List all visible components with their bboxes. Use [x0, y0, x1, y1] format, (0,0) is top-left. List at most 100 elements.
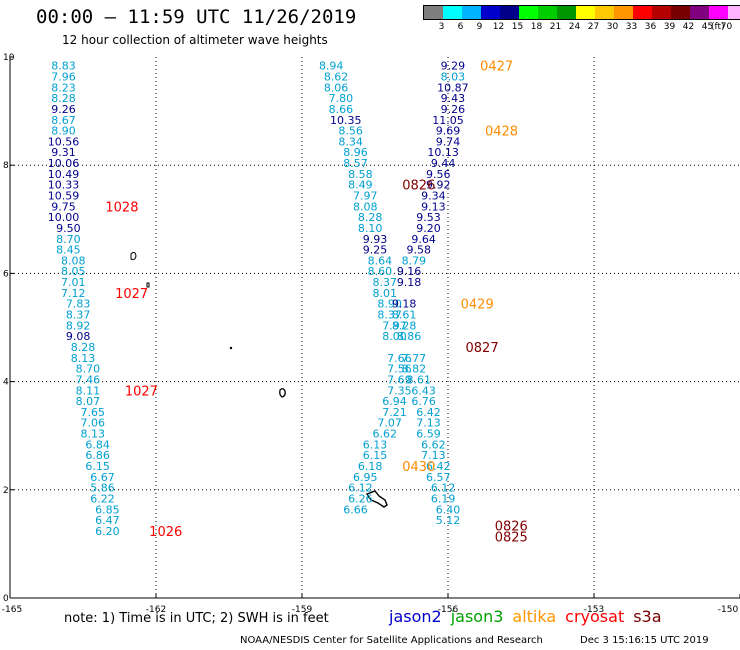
y-tick-label: 6: [3, 269, 9, 279]
island-outline: [130, 251, 137, 261]
wave-height-label: 6.94: [382, 395, 407, 408]
wave-height-label: 7.13: [421, 449, 446, 462]
wave-height-label: 6.66: [343, 503, 368, 516]
wave-height-label: 8.90: [51, 125, 76, 138]
wave-height-label: 9.25: [363, 244, 388, 257]
wave-height-label: 8.13: [80, 428, 105, 441]
wave-height-label: 6.42: [426, 460, 451, 473]
wave-height-label: 7.97: [382, 319, 407, 332]
wave-height-label: 9.31: [51, 146, 76, 159]
wave-height-label: 9.26: [441, 103, 466, 116]
wave-height-label: 6.13: [363, 438, 388, 451]
wave-height-label: 6.12: [348, 482, 373, 495]
color-scale-label: 15: [511, 22, 524, 32]
chart-subtitle: 12 hour collection of altimeter wave hei…: [62, 33, 328, 47]
color-swatch: [557, 6, 576, 19]
wave-height-label: 9.26: [51, 103, 76, 116]
wave-height-label: 7.69: [387, 373, 412, 386]
color-swatch: [443, 6, 462, 19]
wave-height-label: 7.65: [80, 406, 105, 419]
wave-height-label: 7.77: [402, 352, 427, 365]
color-swatch: [424, 6, 443, 19]
wave-height-label: 5.12: [436, 514, 461, 527]
wave-height-label: 10.49: [48, 168, 80, 181]
y-tick-label: 2: [3, 486, 9, 496]
pass-time-label: 1027: [115, 287, 148, 302]
color-swatch: [614, 6, 633, 19]
wave-height-label: 9.29: [441, 60, 466, 73]
wave-height-label: 7.01: [61, 276, 86, 289]
pass-time-label: 1026: [149, 525, 182, 540]
pass-time-label: 0826: [402, 179, 435, 194]
wave-height-label: 6.42: [416, 406, 441, 419]
wave-height-label: 6.62: [421, 438, 446, 451]
wave-height-label: 8.08: [353, 200, 378, 213]
wave-height-label: 8.37: [372, 276, 397, 289]
color-scale-label: 24: [568, 22, 581, 32]
wave-height-label: 8.11: [76, 384, 101, 397]
x-tick-label: -153: [584, 605, 604, 615]
wave-height-label: 7.07: [377, 417, 402, 430]
wave-height-label: 8.13: [71, 352, 96, 365]
pass-time-label: 0826: [495, 520, 528, 535]
wave-height-label: 8.79: [402, 254, 427, 267]
legend-item: s3a: [633, 607, 662, 626]
wave-height-label: 9.20: [416, 222, 441, 235]
wave-height-label: 8.37: [66, 309, 91, 322]
island-outline: [279, 388, 286, 398]
wave-height-label: 8.56: [338, 125, 363, 138]
wave-height-label: 8.70: [76, 363, 101, 376]
color-scale-label: 30: [606, 22, 619, 32]
wave-height-label: 10.00: [48, 211, 80, 224]
color-swatch: [652, 6, 671, 19]
wave-height-label: 8.82: [402, 363, 427, 376]
wave-height-label: 9.53: [416, 211, 441, 224]
wave-height-label: 7.35: [387, 384, 412, 397]
color-scale-units: (ft): [711, 22, 725, 32]
color-scale-label: 42: [682, 22, 695, 32]
color-scale-label: 18: [530, 22, 543, 32]
color-scale-label: 21: [549, 22, 562, 32]
wave-height-label: 6.86: [85, 449, 110, 462]
wave-height-label: 9.75: [51, 200, 76, 213]
wave-height-label: 8.08: [61, 254, 86, 267]
wave-height-label: 8.64: [368, 254, 393, 267]
x-tick-label: -159: [292, 605, 313, 615]
wave-height-label: 8.28: [71, 341, 96, 354]
wave-height-label: 7.83: [66, 298, 91, 311]
legend-item: cryosat: [565, 607, 625, 626]
color-scale-label: 45: [701, 22, 714, 32]
wave-height-label: 8.34: [338, 135, 363, 148]
wave-height-label: 9.56: [426, 168, 451, 181]
color-scale-label: 9: [476, 22, 483, 32]
wave-height-label: 9.13: [421, 200, 446, 213]
wave-height-label: 10.33: [48, 179, 80, 192]
island-outline: [146, 282, 150, 288]
wave-height-label: 8.45: [56, 244, 81, 257]
wave-height-label: 9.50: [56, 222, 81, 235]
wave-height-label: 7.13: [416, 417, 441, 430]
y-tick-label: 0: [3, 594, 9, 604]
wave-height-label: 8.28: [358, 211, 383, 224]
y-tick-label: 4: [3, 378, 9, 388]
wave-height-label: 8.28: [392, 319, 417, 332]
wave-height-label: 5.86: [90, 482, 115, 495]
color-swatch: [481, 6, 500, 19]
color-swatch: [709, 6, 728, 19]
wave-height-label: 8.03: [441, 70, 466, 83]
wave-height-label: 8.61: [392, 309, 417, 322]
wave-height-label: 8.57: [343, 157, 368, 170]
wave-height-label: 8.86: [397, 330, 422, 343]
wave-height-label: 10.35: [330, 114, 362, 127]
pass-time-label: 0429: [461, 298, 494, 313]
wave-height-label: 11.05: [432, 114, 464, 127]
wave-height-label: 6.15: [363, 449, 388, 462]
wave-height-label: 7.56: [387, 363, 412, 376]
wave-height-label: 6.95: [353, 471, 378, 484]
wave-height-label: 8.60: [368, 265, 393, 278]
y-tick-label: 10: [3, 53, 15, 63]
color-swatch: [576, 6, 595, 19]
wave-height-label: 8.28: [51, 92, 76, 105]
